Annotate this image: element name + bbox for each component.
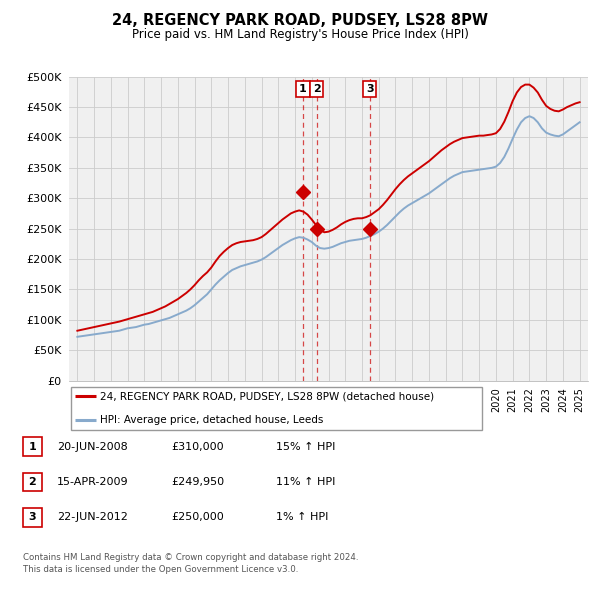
- Text: 2: 2: [313, 84, 320, 94]
- Text: 3: 3: [29, 513, 36, 522]
- Text: 15% ↑ HPI: 15% ↑ HPI: [276, 442, 335, 451]
- Text: £250,000: £250,000: [171, 513, 224, 522]
- Text: HPI: Average price, detached house, Leeds: HPI: Average price, detached house, Leed…: [100, 415, 323, 425]
- FancyBboxPatch shape: [71, 387, 482, 430]
- Text: 24, REGENCY PARK ROAD, PUDSEY, LS28 8PW: 24, REGENCY PARK ROAD, PUDSEY, LS28 8PW: [112, 13, 488, 28]
- Text: 3: 3: [366, 84, 374, 94]
- Text: Price paid vs. HM Land Registry's House Price Index (HPI): Price paid vs. HM Land Registry's House …: [131, 28, 469, 41]
- Text: 24, REGENCY PARK ROAD, PUDSEY, LS28 8PW (detached house): 24, REGENCY PARK ROAD, PUDSEY, LS28 8PW …: [100, 391, 434, 401]
- Text: 1: 1: [29, 442, 36, 451]
- Text: 15-APR-2009: 15-APR-2009: [57, 477, 128, 487]
- Text: 1: 1: [299, 84, 307, 94]
- Text: 1% ↑ HPI: 1% ↑ HPI: [276, 513, 328, 522]
- Text: 20-JUN-2008: 20-JUN-2008: [57, 442, 128, 451]
- Text: Contains HM Land Registry data © Crown copyright and database right 2024.
This d: Contains HM Land Registry data © Crown c…: [23, 553, 358, 574]
- Text: 11% ↑ HPI: 11% ↑ HPI: [276, 477, 335, 487]
- Text: £310,000: £310,000: [171, 442, 224, 451]
- Text: £249,950: £249,950: [171, 477, 224, 487]
- Text: 22-JUN-2012: 22-JUN-2012: [57, 513, 128, 522]
- Text: 2: 2: [29, 477, 36, 487]
